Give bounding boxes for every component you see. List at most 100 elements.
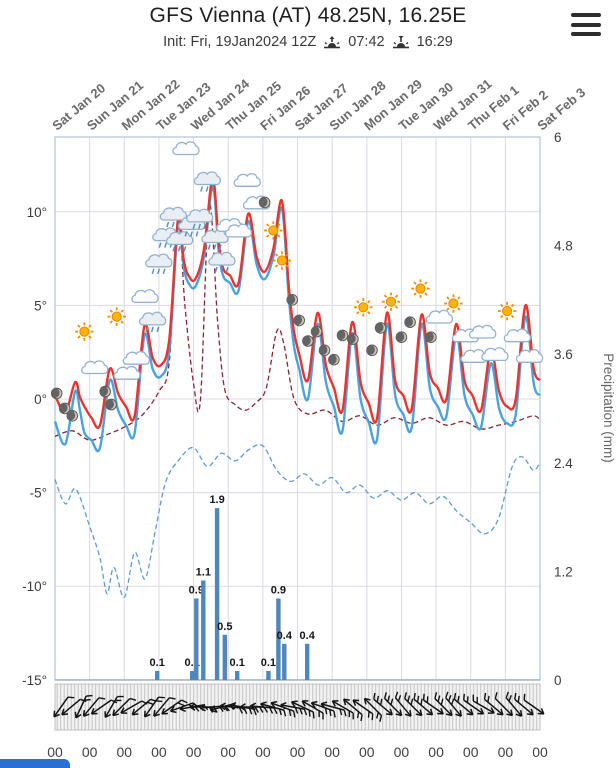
moon-icon <box>404 316 416 329</box>
cloud-icon <box>81 360 109 375</box>
svg-text:00: 00 <box>186 744 202 760</box>
moon-icon <box>318 344 331 357</box>
svg-text:00: 00 <box>255 744 271 760</box>
cloud-icon <box>113 365 141 380</box>
svg-text:4.8: 4.8 <box>554 239 573 254</box>
hour-labels: 00 00 00 00 00 00 00 00 00 00 00 00 00 00 00 <box>47 744 548 760</box>
moon-icon <box>99 385 111 398</box>
cloud-icon <box>172 141 200 156</box>
sun-icon <box>264 221 283 240</box>
init-label: Init: Fri, 19Jan2024 12Z <box>163 34 317 50</box>
svg-text:00: 00 <box>498 744 514 760</box>
svg-text:00: 00 <box>428 744 444 760</box>
sun-icon <box>272 251 292 270</box>
wind-barbs <box>53 683 545 731</box>
rain-cloud-icon <box>138 311 167 333</box>
rain-cloud-icon <box>193 171 221 192</box>
svg-text:0.1: 0.1 <box>150 657 165 669</box>
moon-icon <box>328 353 340 366</box>
cloud-icon <box>224 223 253 238</box>
moon-icon <box>395 331 408 344</box>
sun-icon <box>444 294 463 313</box>
svg-text:00: 00 <box>151 744 167 760</box>
svg-text:00: 00 <box>532 744 548 760</box>
precipitation-axis-labels: 6 4.8 3.6 2.4 1.2 0 Precipitation (mm) <box>554 130 616 688</box>
rain-cloud-icon <box>159 206 188 228</box>
sun-icon <box>497 301 517 321</box>
cloud-icon <box>481 347 509 362</box>
moon-icon <box>336 329 349 342</box>
rain-cloud-icon <box>145 253 173 275</box>
sun-icon <box>75 322 94 341</box>
svg-text:6: 6 <box>554 130 562 145</box>
svg-text:-10°: -10° <box>22 579 47 594</box>
rain-cloud-icon <box>186 208 214 230</box>
svg-text:-5°: -5° <box>30 486 47 501</box>
sunrise-time: 07:42 <box>348 34 385 50</box>
init-info: Init: Fri, 19Jan2024 12Z 07:42 16:29 <box>0 33 616 51</box>
svg-text:1.2: 1.2 <box>554 564 573 579</box>
cloud-icon <box>233 173 261 187</box>
svg-text:2.4: 2.4 <box>554 456 573 471</box>
svg-text:-15°: -15° <box>22 673 47 688</box>
precipitation-bars: 0.1 0.10.91.11.90.50.1 0.10.90.4 0.4 <box>150 494 316 681</box>
svg-text:0.1: 0.1 <box>261 657 276 669</box>
sunrise-icon <box>324 36 341 49</box>
sun-icon <box>354 298 373 317</box>
cloud-icon <box>503 328 532 343</box>
svg-text:00: 00 <box>463 744 479 760</box>
bottom-ui-fragment[interactable] <box>0 759 70 768</box>
svg-text:0.4: 0.4 <box>300 630 316 642</box>
svg-text:00: 00 <box>394 744 410 760</box>
svg-text:00: 00 <box>359 744 375 760</box>
rain-cloud-icon <box>208 251 236 273</box>
moon-icon <box>50 387 63 400</box>
blue-dashed-line <box>54 443 541 599</box>
sunset-time: 16:29 <box>416 34 453 50</box>
svg-text:1.1: 1.1 <box>196 567 211 579</box>
svg-text:0.9: 0.9 <box>271 585 286 597</box>
sun-icon <box>381 292 401 311</box>
moon-icon <box>286 293 299 306</box>
sunset-icon <box>392 36 409 49</box>
svg-text:10°: 10° <box>27 205 47 220</box>
svg-text:0.5: 0.5 <box>217 621 232 633</box>
svg-text:00: 00 <box>290 744 306 760</box>
svg-text:0.4: 0.4 <box>277 630 293 642</box>
precipitation-axis-title: Precipitation (mm) <box>601 353 616 463</box>
svg-text:3.6: 3.6 <box>554 347 573 362</box>
svg-text:5°: 5° <box>34 298 47 313</box>
menu-button[interactable] <box>569 11 603 38</box>
moon-icon <box>366 344 378 357</box>
svg-text:0.9: 0.9 <box>189 585 204 597</box>
moon-icon <box>302 335 314 347</box>
cloud-icon <box>425 309 454 324</box>
svg-text:00: 00 <box>116 744 132 760</box>
moon-icon <box>374 322 387 334</box>
hamburger-icon <box>571 13 601 36</box>
dark-red-dashed-line <box>54 202 541 441</box>
sun-icon <box>411 279 430 298</box>
temperature-axis-labels: 10° 5° 0° -5° -10° -15° <box>22 205 47 688</box>
svg-text:00: 00 <box>47 744 63 760</box>
svg-text:0: 0 <box>554 673 562 688</box>
svg-text:0°: 0° <box>34 392 47 407</box>
svg-text:0.1: 0.1 <box>230 657 245 669</box>
weather-icons <box>50 141 544 422</box>
moon-icon <box>258 196 271 209</box>
svg-text:00: 00 <box>220 744 236 760</box>
page-title: GFS Vienna (AT) 48.25N, 16.25E <box>149 4 467 27</box>
moon-icon <box>310 325 323 338</box>
svg-text:00: 00 <box>324 744 340 760</box>
rain-cloud-icon <box>165 231 194 252</box>
svg-text:00: 00 <box>82 744 98 760</box>
temperature-red-line <box>53 176 542 430</box>
cloud-icon <box>469 324 497 339</box>
cloud-icon <box>131 289 159 304</box>
moon-icon <box>66 409 79 422</box>
cloud-icon <box>122 350 150 365</box>
svg-text:1.9: 1.9 <box>209 494 224 506</box>
